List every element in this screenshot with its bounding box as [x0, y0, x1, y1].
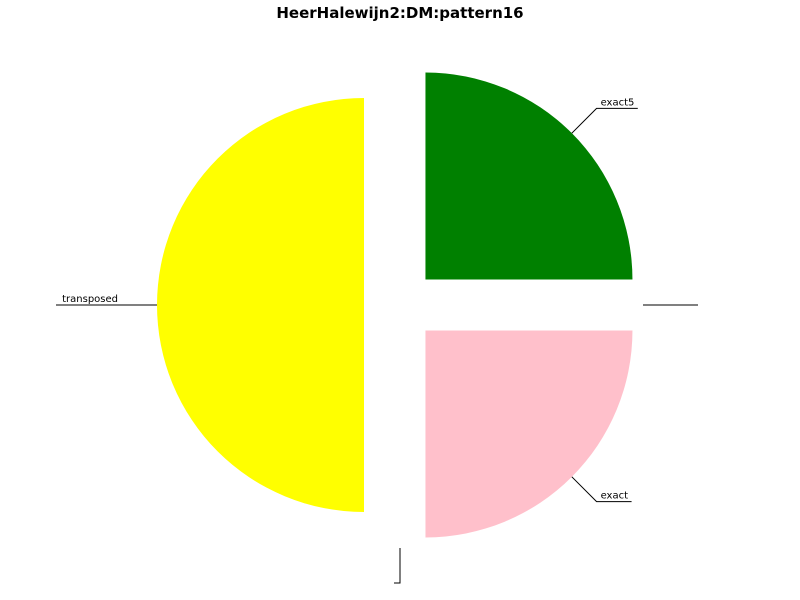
leader-line-exact — [571, 476, 632, 503]
slice-label-exact: exact — [601, 491, 629, 502]
slice-label-transposed: transposed — [62, 294, 118, 305]
leader-line-empty-1 — [394, 548, 401, 584]
pie-labels: transposed exact exact5 — [56, 97, 698, 584]
pie-slice-transposed — [157, 98, 364, 512]
pie-slice-exact — [425, 330, 633, 538]
leader-line-exact5 — [571, 107, 638, 134]
pie-slices — [157, 72, 633, 538]
chart-title: HeerHalewijn2:DM:pattern16 — [276, 4, 524, 22]
pie-slice-exact5 — [425, 72, 633, 280]
slice-label-exact5: exact5 — [601, 97, 635, 108]
